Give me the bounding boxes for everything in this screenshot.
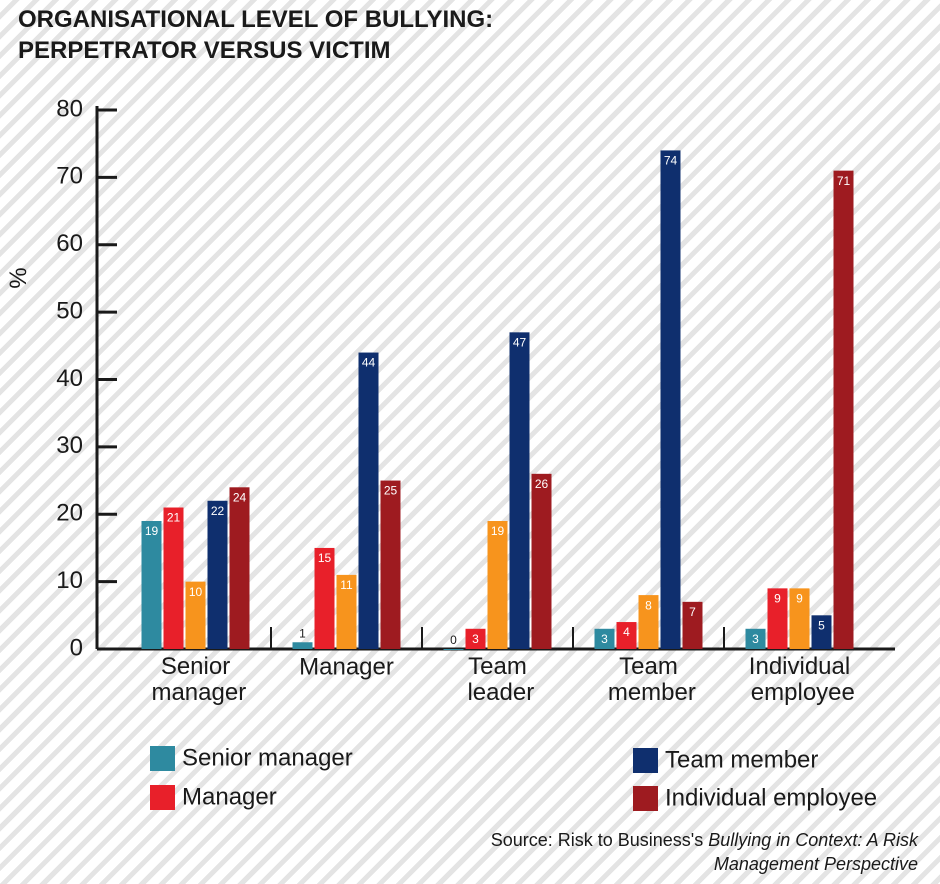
bar bbox=[509, 332, 530, 649]
bar bbox=[314, 547, 335, 649]
x-tick-label: Individual employee bbox=[744, 653, 855, 706]
bar bbox=[465, 628, 486, 649]
y-tick-label: 30 bbox=[56, 432, 83, 459]
value-label: 25 bbox=[384, 484, 398, 498]
bar bbox=[443, 649, 464, 650]
legend-label: Team member bbox=[665, 746, 818, 773]
y-tick-label: 50 bbox=[56, 297, 83, 324]
bar bbox=[789, 588, 810, 649]
value-label: 0 bbox=[450, 633, 457, 647]
legend-label: Manager bbox=[182, 783, 277, 810]
value-label: 9 bbox=[796, 592, 803, 606]
legend-swatch bbox=[150, 785, 175, 810]
x-tick-label: Senior manager bbox=[145, 653, 246, 706]
source-title: Bullying in Context: A Risk Management P… bbox=[708, 830, 918, 874]
value-label: 47 bbox=[513, 336, 527, 350]
legend-label: Senior manager bbox=[182, 744, 353, 771]
value-label: 19 bbox=[491, 524, 505, 538]
value-label: 19 bbox=[145, 524, 159, 538]
bar bbox=[811, 615, 832, 649]
value-label: 22 bbox=[211, 504, 225, 518]
x-tick-line: Individual bbox=[749, 653, 850, 680]
x-tick-line: Team bbox=[619, 653, 678, 680]
value-label: 15 bbox=[318, 551, 332, 565]
value-label: 10 bbox=[189, 585, 203, 599]
legend-swatch bbox=[633, 786, 658, 811]
value-label: 11 bbox=[340, 578, 353, 592]
value-label: 44 bbox=[362, 356, 376, 370]
x-tick-label: Team member bbox=[601, 653, 696, 706]
bar bbox=[745, 628, 766, 649]
x-tick-line: employee bbox=[744, 679, 855, 706]
value-label: 3 bbox=[752, 632, 759, 646]
bar bbox=[767, 588, 788, 649]
bar bbox=[531, 473, 552, 649]
x-tick-line: Senior bbox=[161, 653, 230, 680]
y-tick-label: 80 bbox=[56, 95, 83, 122]
x-tick-label: Team leader bbox=[461, 653, 534, 706]
value-label: 21 bbox=[167, 511, 181, 525]
value-label: 24 bbox=[233, 490, 247, 504]
x-tick-label: Manager bbox=[299, 653, 394, 680]
bar bbox=[141, 520, 162, 649]
bar bbox=[682, 601, 703, 649]
bar bbox=[207, 500, 228, 649]
x-tick-line: leader bbox=[461, 679, 534, 706]
bar bbox=[594, 628, 615, 649]
bar bbox=[336, 574, 357, 649]
value-label: 5 bbox=[818, 618, 825, 632]
bar bbox=[638, 595, 659, 649]
value-label: 8 bbox=[645, 598, 652, 612]
bar bbox=[833, 170, 854, 649]
bar bbox=[358, 352, 379, 649]
bar bbox=[380, 480, 401, 649]
legend-swatch bbox=[150, 746, 175, 771]
value-label: 26 bbox=[535, 477, 549, 491]
legend-label: Individual employee bbox=[665, 784, 877, 811]
value-label: 9 bbox=[774, 592, 781, 606]
value-label: 4 bbox=[623, 625, 630, 639]
bar bbox=[185, 581, 206, 649]
y-tick-label: 70 bbox=[56, 163, 83, 190]
value-label: 74 bbox=[664, 154, 678, 168]
bar bbox=[660, 150, 681, 650]
source-text: Source: Risk to Business's bbox=[490, 830, 704, 850]
bar bbox=[229, 487, 250, 649]
y-axis-label: % bbox=[4, 267, 31, 288]
value-label: 1 bbox=[299, 626, 306, 640]
legend-swatch bbox=[633, 748, 658, 773]
source: Source: Risk to Business's Bullying in C… bbox=[448, 828, 918, 876]
x-tick-line: member bbox=[601, 679, 696, 706]
value-label: 7 bbox=[689, 605, 696, 619]
value-label: 3 bbox=[601, 632, 608, 646]
y-tick-label: 40 bbox=[56, 365, 83, 392]
y-tick-label: 60 bbox=[56, 230, 83, 257]
bar bbox=[487, 520, 508, 649]
bar bbox=[163, 507, 184, 649]
y-tick-label: 0 bbox=[70, 634, 83, 661]
y-tick-label: 10 bbox=[56, 567, 83, 594]
value-label: 3 bbox=[472, 632, 479, 646]
y-tick-label: 20 bbox=[56, 500, 83, 527]
x-tick-line: manager bbox=[145, 679, 246, 706]
chart-title: ORGANISATIONAL LEVEL OF BULLYING: PERPET… bbox=[18, 6, 494, 64]
bar bbox=[616, 622, 637, 649]
bar bbox=[292, 642, 313, 649]
x-tick-line: Team bbox=[468, 653, 527, 680]
value-label: 71 bbox=[837, 174, 851, 188]
